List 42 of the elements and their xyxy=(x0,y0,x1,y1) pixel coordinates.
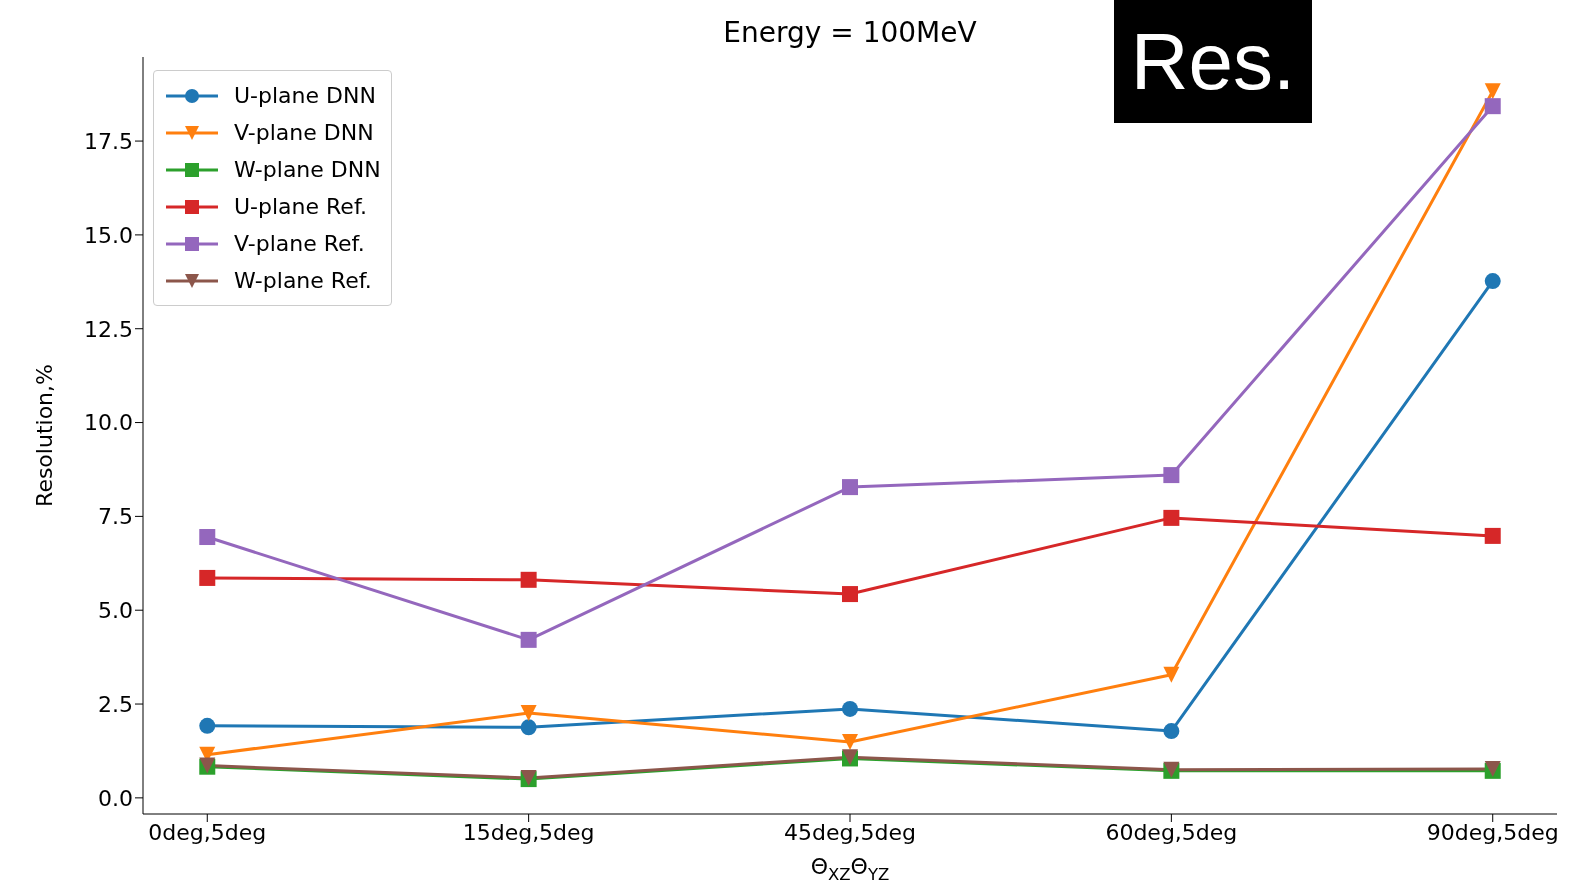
point xyxy=(520,571,537,588)
y-tick-label: 17.5 xyxy=(84,128,133,154)
legend-label: W-plane DNN xyxy=(234,157,381,182)
y-tick-label: 0.0 xyxy=(98,785,133,811)
y-tick-label: 12.5 xyxy=(84,316,133,342)
x-tick-label: 0deg,5deg xyxy=(148,819,267,845)
point xyxy=(842,479,858,496)
x-axis-title: Θ$_{XZ}$Θ$_{YZ}$ xyxy=(810,854,890,884)
point xyxy=(199,569,216,586)
legend-label: U-plane Ref. xyxy=(234,194,368,219)
x-tick-label: 60deg,5deg xyxy=(1105,819,1238,845)
point xyxy=(842,586,858,603)
y-tick-label: 2.5 xyxy=(98,691,133,717)
annotation: Res. xyxy=(1114,0,1312,123)
y-tick-label: 5.0 xyxy=(98,598,133,624)
y-tick-label: 15.0 xyxy=(84,222,133,248)
legend-label: U-plane DNN xyxy=(234,83,376,108)
point xyxy=(520,719,537,736)
point xyxy=(520,631,537,648)
legend-label: V-plane Ref. xyxy=(234,231,365,256)
point xyxy=(199,717,216,734)
point xyxy=(1484,527,1501,544)
x-tick-label: 15deg,5deg xyxy=(462,819,595,845)
point xyxy=(1484,83,1501,100)
y-tick-label: 7.5 xyxy=(98,504,133,530)
y-axis-title: Resolution,% xyxy=(31,364,57,507)
point xyxy=(1484,98,1501,115)
point xyxy=(199,529,216,546)
legend-label: W-plane Ref. xyxy=(234,268,372,293)
point xyxy=(520,705,537,722)
x-tick-label: 90deg,5deg xyxy=(1426,819,1559,845)
point xyxy=(1163,467,1180,484)
point xyxy=(1163,509,1180,526)
chart-title: Energy = 100MeV xyxy=(723,16,977,49)
legend-label: V-plane DNN xyxy=(234,120,374,145)
point xyxy=(1163,723,1180,740)
y-tick-label: 10.0 xyxy=(84,410,133,436)
point xyxy=(842,733,858,750)
x-tick-label: 45deg,5deg xyxy=(784,819,916,845)
point xyxy=(842,700,858,717)
point xyxy=(1484,273,1501,290)
point xyxy=(1163,666,1180,683)
